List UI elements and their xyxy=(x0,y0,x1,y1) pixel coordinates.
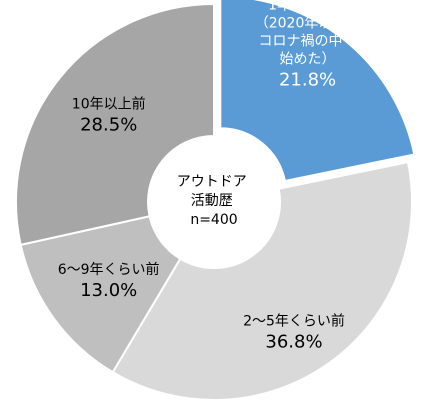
slice-category-label: 10年以上前 xyxy=(72,95,146,112)
slices-layer xyxy=(15,0,416,401)
slice-value-label: 13.0% xyxy=(80,280,137,301)
slice-value-label: 28.5% xyxy=(80,114,137,135)
center-label: アウトドア 活動歴 n=400 xyxy=(177,174,251,228)
donut-hole xyxy=(148,136,280,268)
slice-category-label: 始めた） xyxy=(280,51,336,67)
slice-label: 10年以上前 28.5% xyxy=(72,95,146,135)
slice-label: 2〜5年くらい前 36.8% xyxy=(243,312,345,352)
slice-category-label: コロナ禍の中で xyxy=(259,33,357,49)
center-label-line: アウトドア xyxy=(177,174,247,190)
slice-category-label: 1年くらい前 xyxy=(268,0,347,13)
slice-category-label: 2〜5年くらい前 xyxy=(243,312,345,329)
slice-label: 6〜9年くらい前 13.0% xyxy=(58,261,160,301)
slice-value-label: 36.8% xyxy=(265,331,322,352)
slice-category-label: （2020年以降、 xyxy=(255,15,361,31)
center-label-line: n=400 xyxy=(190,212,237,228)
pie-slice xyxy=(219,0,416,183)
center-label-line: 活動歴 xyxy=(191,193,233,209)
slice-category-label: 6〜9年くらい前 xyxy=(58,261,160,278)
slice-value-label: 21.8% xyxy=(279,69,336,90)
